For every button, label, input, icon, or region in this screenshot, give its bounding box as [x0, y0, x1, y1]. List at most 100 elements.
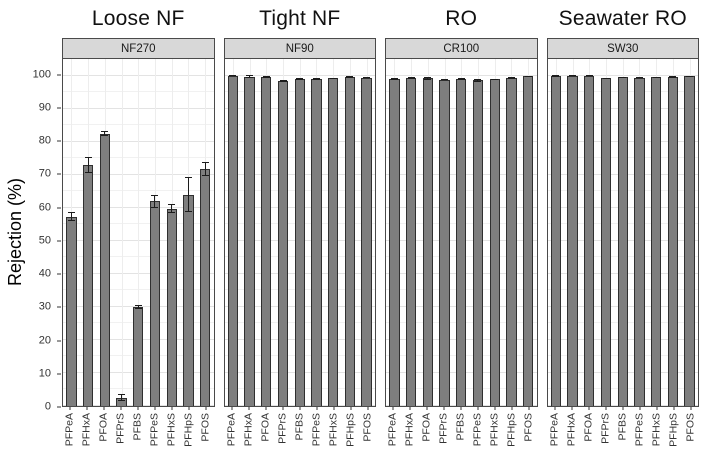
plot-panel [546, 58, 699, 407]
y-tick-mark [57, 373, 61, 375]
x-tick-label: PFBS [131, 413, 144, 441]
error-bar-stem [282, 79, 284, 83]
x-tick-mark [494, 407, 496, 410]
x-tick-label: PFHxA [565, 413, 578, 447]
x-tick-mark [316, 407, 318, 410]
bar-pfprs [439, 79, 450, 406]
error-bar-cap-top [262, 75, 270, 77]
error-bar [329, 77, 337, 79]
bar-pfos [199, 169, 211, 406]
error-bar-stem [137, 305, 139, 309]
bar-pfpes [149, 201, 161, 406]
x-tick-label: PFHxS [327, 413, 340, 447]
error-bar [279, 79, 287, 83]
x-tick-mark [171, 407, 173, 410]
error-bar-cap-top [101, 131, 109, 133]
bar-pfbs [133, 306, 144, 406]
facet-panels: Loose NF NF270 PFPeA PFHxA PFOA PFPrS PFBS PFPe… [62, 0, 699, 462]
error-bar-cap-top [424, 76, 432, 78]
bar-pfhxs [651, 77, 662, 406]
error-bar-cap-bottom [619, 76, 627, 78]
x-tick-label: PFPeS [471, 413, 484, 447]
error-bar-cap-bottom [602, 77, 610, 79]
error-bar-stem [171, 204, 173, 214]
x-tick-label: PFOA [582, 413, 595, 442]
x-axis: PFPeA PFHxA PFOA PFPrS PFBS PFPeS PFHxS PFHpS PF… [547, 407, 700, 462]
error-bar-cap-bottom [118, 400, 126, 402]
error-bar [569, 74, 577, 77]
error-bar-cap-bottom [329, 77, 337, 79]
error-bar-stem [70, 212, 72, 221]
facet-strip: SW30 [546, 38, 699, 58]
x-tick-mark [120, 407, 122, 410]
x-tick-mark [154, 407, 156, 410]
x-tick-mark [299, 407, 301, 410]
error-bar-cap-bottom [101, 135, 109, 137]
plot-panel [385, 58, 538, 407]
x-tick-mark [690, 407, 692, 410]
error-bar [491, 78, 499, 80]
gridline-v [138, 59, 140, 406]
x-tick-label: PFOS [199, 413, 212, 442]
x-tick-mark [103, 407, 105, 410]
x-tick-mark [588, 407, 590, 410]
error-bar [390, 78, 398, 80]
error-bar-cap-bottom [134, 307, 142, 309]
error-bar-cap-top [151, 194, 159, 196]
error-bar-cap-bottom [424, 78, 432, 80]
x-tick-mark [392, 407, 394, 410]
error-bar [635, 76, 643, 79]
error-bar-cap-bottom [569, 74, 577, 76]
x-tick-mark [188, 407, 190, 410]
bar-pfpea [227, 75, 239, 406]
bar-pfhps [183, 194, 194, 406]
x-tick-label: PFOA [259, 413, 272, 442]
y-tick-label: 30 [38, 300, 51, 313]
x-axis: PFPeA PFHxA PFOA PFPrS PFBS PFPeS PFHxS PFHpS PF… [62, 407, 215, 462]
error-bar-stem [121, 394, 123, 402]
y-tick-mark [57, 173, 61, 175]
error-bar-cap-bottom [246, 77, 254, 79]
x-tick-label: PFPeA [548, 413, 561, 447]
error-bar-cap-bottom [67, 219, 75, 221]
x-tick-mark [231, 407, 233, 410]
facet-strip: NF270 [62, 38, 215, 58]
y-tick-label: 0 [44, 400, 51, 413]
bar-pfoa [584, 75, 595, 406]
error-bar [296, 78, 304, 80]
bar-pfpea [389, 78, 400, 406]
bar-pfos [522, 76, 534, 406]
x-tick-mark [205, 407, 207, 410]
y-tick-mark [57, 273, 61, 275]
x-tick-label: PFHxA [242, 413, 255, 447]
x-tick-label: PFOS [522, 413, 535, 442]
error-bar-cap-bottom [229, 74, 237, 76]
y-tick-label: 20 [38, 334, 51, 347]
x-tick-label: PFHxA [80, 413, 93, 447]
error-bar-stem [477, 78, 479, 83]
error-bar-stem [104, 131, 106, 137]
y-tick-mark [57, 340, 61, 342]
error-bar [686, 75, 694, 77]
x-tick-label: PFHpS [344, 413, 357, 447]
y-tick-label: 90 [38, 101, 51, 114]
x-tick-label: PFPrS [599, 413, 612, 444]
error-bar [168, 204, 176, 214]
x-tick-mark [409, 407, 411, 410]
bar-pfpea [550, 75, 562, 406]
x-tick-mark [639, 407, 641, 410]
error-bar-stem [87, 156, 89, 174]
bar-pfhxs [166, 208, 177, 406]
bar-pfos [684, 76, 695, 406]
facet-strip-label: SW30 [607, 42, 639, 55]
error-bar-stem [460, 77, 462, 81]
x-axis: PFPeA PFHxA PFOA PFPrS PFBS PFPeS PFHxS PFHpS PF… [385, 407, 538, 462]
facet-title: Seawater RO [558, 7, 687, 30]
x-tick-label: PFHxS [650, 413, 663, 447]
error-bar [585, 74, 593, 77]
error-bar-cap-bottom [491, 78, 499, 80]
error-bar-cap-top [474, 78, 482, 80]
x-tick-label: PFPeA [386, 413, 399, 447]
bar-pfhxa [405, 77, 417, 406]
bar-pfbs [294, 78, 305, 406]
